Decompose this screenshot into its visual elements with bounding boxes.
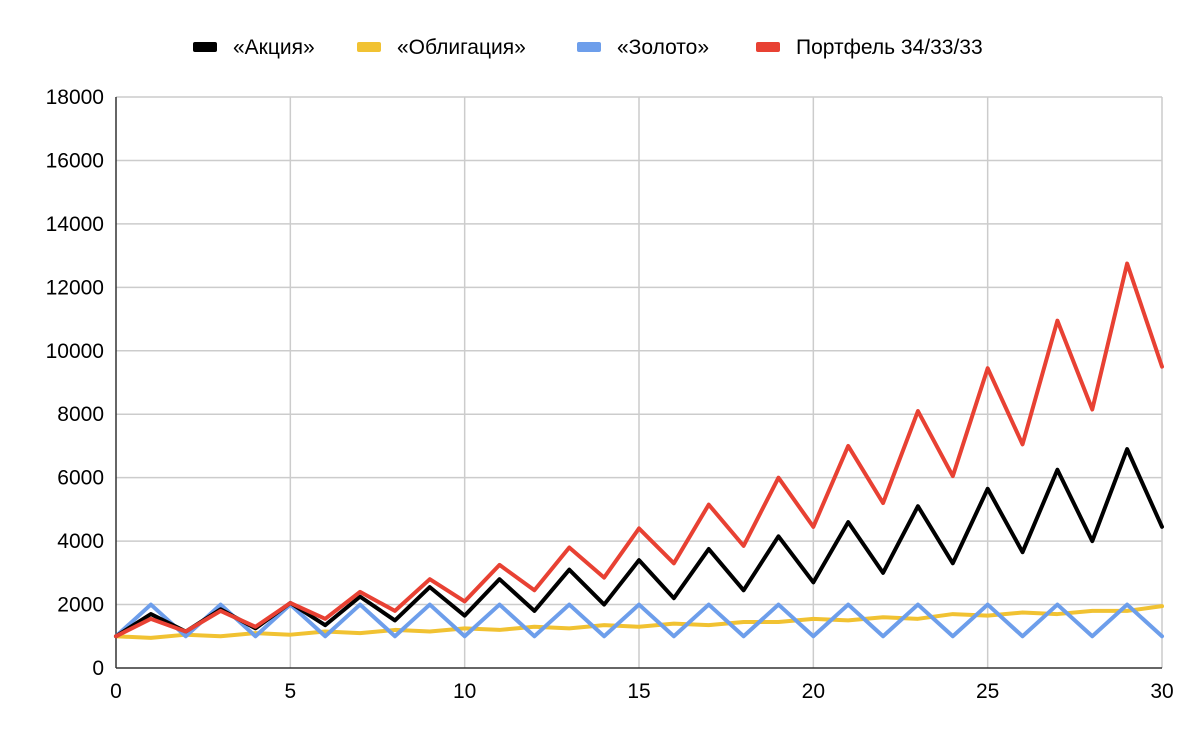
x-tick-label: 30 xyxy=(1150,680,1173,703)
legend-label: Портфель 34/33/33 xyxy=(796,36,983,59)
x-tick-label: 5 xyxy=(284,680,296,703)
x-tick-label: 0 xyxy=(110,680,122,703)
y-tick-label: 4000 xyxy=(57,530,104,553)
legend-swatch xyxy=(357,42,381,52)
y-tick-label: 14000 xyxy=(46,213,104,236)
legend-label: «Золото» xyxy=(617,36,709,59)
y-tick-label: 0 xyxy=(92,657,104,680)
axes xyxy=(115,97,1162,669)
x-tick-label: 15 xyxy=(627,680,650,703)
y-tick-label: 2000 xyxy=(57,594,104,617)
legend-swatch xyxy=(756,42,780,52)
y-tick-label: 10000 xyxy=(46,340,104,363)
legend-label: «Облигация» xyxy=(397,36,526,59)
y-tick-label: 6000 xyxy=(57,467,104,490)
legend: «Акция» «Облигация» «Золото» Портфель 34/33… xyxy=(193,36,983,59)
y-axis-tick-labels: 0 2000 4000 6000 8000 10000 12000 14000 16000 180… xyxy=(46,86,104,680)
y-tick-label: 8000 xyxy=(57,403,104,426)
series-line-3 xyxy=(114,261,1164,639)
x-tick-label: 25 xyxy=(976,680,999,703)
x-axis-tick-labels: 0 5 10 15 20 25 30 xyxy=(110,680,1174,703)
y-tick-label: 18000 xyxy=(46,86,104,109)
x-tick-label: 10 xyxy=(453,680,476,703)
series-line-1 xyxy=(114,604,1164,640)
legend-swatch xyxy=(577,42,601,52)
y-tick-label: 12000 xyxy=(46,276,104,299)
series-lines xyxy=(114,261,1164,640)
legend-swatch xyxy=(193,42,217,52)
x-tick-label: 20 xyxy=(802,680,825,703)
legend-label: «Акция» xyxy=(233,36,315,59)
gridlines xyxy=(116,96,1163,668)
y-tick-label: 16000 xyxy=(46,149,104,172)
